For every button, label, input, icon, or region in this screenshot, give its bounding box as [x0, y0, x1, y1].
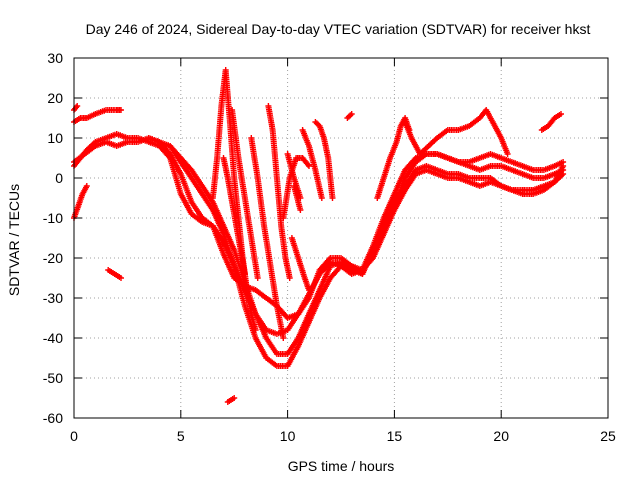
series-track-k [220, 155, 248, 277]
data-point [560, 163, 567, 169]
y-tick-label: -10 [43, 210, 63, 226]
series-track-d [167, 143, 567, 369]
chart-title: Day 246 of 2024, Sidereal Day-to-day VTE… [86, 21, 591, 37]
data-point [118, 275, 124, 281]
data-point [504, 151, 511, 157]
series-track-s [312, 119, 336, 201]
data-points [71, 67, 567, 405]
y-tick-label: -30 [43, 290, 63, 306]
y-tick-label: 0 [55, 170, 63, 186]
y-tick-label: -20 [43, 250, 63, 266]
y-tick-label: 20 [47, 90, 63, 106]
y-tick-label: -50 [43, 370, 63, 386]
series-track-l [229, 107, 261, 281]
x-tick-label: 10 [280, 428, 296, 444]
series-track-x [538, 111, 564, 133]
series-track-g [71, 183, 90, 221]
y-tick-label: -60 [43, 410, 63, 426]
series-track-n [265, 103, 293, 281]
data-point [118, 107, 124, 113]
data-point [74, 103, 81, 109]
series-track-r [299, 127, 325, 201]
data-point [286, 275, 293, 281]
data-point [306, 163, 312, 169]
series-track-m [248, 135, 287, 341]
y-tick-label: 30 [47, 50, 63, 66]
data-point [297, 207, 304, 213]
data-point [254, 275, 261, 281]
axis-ticks [73, 57, 609, 419]
y-tick-label: 10 [47, 130, 63, 146]
series-track-h [105, 267, 124, 281]
x-tick-label: 15 [387, 428, 403, 444]
series-track-u [344, 111, 355, 121]
series-track-w [402, 107, 511, 157]
x-tick-label: 0 [70, 428, 78, 444]
data-point [231, 395, 238, 401]
data-point [252, 327, 259, 333]
data-point [558, 111, 564, 117]
y-axis-label: SDTVAR / TECUs [6, 184, 22, 296]
x-tick-label: 5 [177, 428, 185, 444]
series-track-t [291, 183, 304, 213]
x-tick-label: 25 [600, 428, 616, 444]
y-tick-label: -40 [43, 330, 63, 346]
data-point [329, 195, 336, 201]
x-tick-label: 20 [493, 428, 509, 444]
data-point [241, 271, 248, 277]
grid [74, 58, 608, 418]
tick-labels: 0 5 10 15 20 25 -60 -50 -40 -30 -20 -10 0 10 20 30 [43, 50, 616, 444]
series-track-i [224, 395, 238, 405]
data-point [318, 195, 325, 201]
data-point [306, 287, 312, 293]
x-axis-label: GPS time / hours [288, 458, 395, 474]
data-point [280, 335, 287, 341]
plot-frame [73, 57, 609, 419]
series-track-q [284, 151, 304, 201]
series-track-p [288, 235, 312, 293]
data-point [83, 183, 90, 189]
data-point [348, 111, 355, 117]
